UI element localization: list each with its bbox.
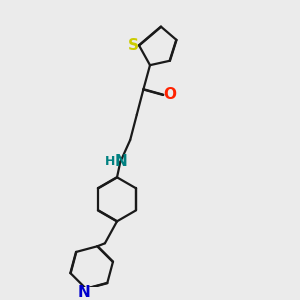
Text: O: O [163, 87, 176, 102]
Text: S: S [128, 38, 139, 53]
Text: H: H [105, 155, 116, 168]
Text: N: N [115, 154, 128, 169]
Text: N: N [77, 284, 90, 299]
